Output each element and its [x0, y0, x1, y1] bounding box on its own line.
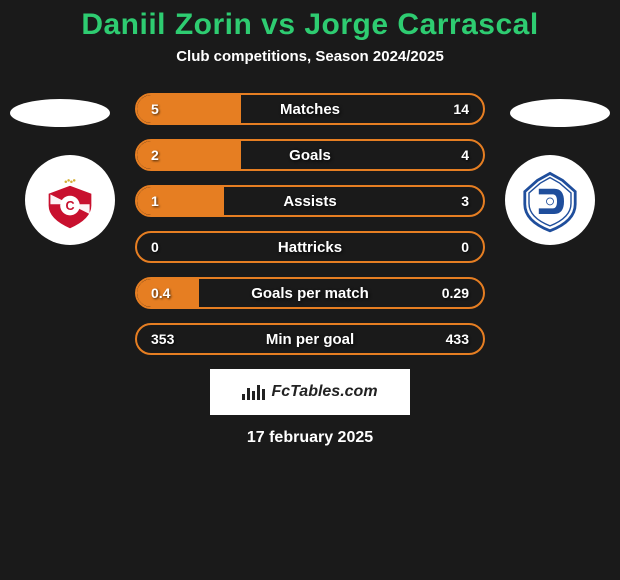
player1-name: Daniil Zorin	[81, 8, 252, 41]
stat-right-value: 0	[461, 239, 469, 255]
stat-right-value: 4	[461, 147, 469, 163]
stat-row-assists: 1 Assists 3	[135, 185, 485, 217]
stat-right-value: 0.29	[442, 285, 469, 301]
content-area: C 5 Matches 14 2 Goals	[0, 85, 620, 447]
decoration-oval-left	[10, 99, 110, 127]
comparison-title: Daniil Zorin vs Jorge Carrascal	[0, 8, 620, 42]
stat-row-goals: 2 Goals 4	[135, 139, 485, 171]
stat-right-value: 433	[446, 331, 469, 347]
decoration-oval-right	[510, 99, 610, 127]
footer-brand-badge[interactable]: FcTables.com	[210, 369, 410, 415]
stat-label: Goals per match	[137, 285, 483, 302]
comparison-card: Daniil Zorin vs Jorge Carrascal Club com…	[0, 0, 620, 447]
vs-text: vs	[261, 8, 295, 41]
stat-label: Goals	[137, 147, 483, 164]
stat-row-matches: 5 Matches 14	[135, 93, 485, 125]
svg-text:C: C	[65, 199, 74, 213]
dynamo-emblem-icon	[515, 165, 585, 235]
spartak-emblem-icon: C	[35, 165, 105, 235]
stat-label: Matches	[137, 101, 483, 118]
stat-row-goals-per-match: 0.4 Goals per match 0.29	[135, 277, 485, 309]
team-right-logo	[505, 155, 595, 245]
footer-brand-text: FcTables.com	[271, 383, 377, 401]
stat-right-value: 14	[453, 101, 469, 117]
stat-row-min-per-goal: 353 Min per goal 433	[135, 323, 485, 355]
stat-row-hattricks: 0 Hattricks 0	[135, 231, 485, 263]
date-text: 17 february 2025	[0, 429, 620, 447]
stat-label: Hattricks	[137, 239, 483, 256]
subtitle: Club competitions, Season 2024/2025	[0, 48, 620, 65]
stat-label: Assists	[137, 193, 483, 210]
player2-name: Jorge Carrascal	[304, 8, 538, 41]
stat-right-value: 3	[461, 193, 469, 209]
stats-list: 5 Matches 14 2 Goals 4 1 Assists 3	[135, 85, 485, 355]
stat-label: Min per goal	[137, 331, 483, 348]
bar-chart-icon	[242, 385, 265, 400]
team-left-logo: C	[25, 155, 115, 245]
